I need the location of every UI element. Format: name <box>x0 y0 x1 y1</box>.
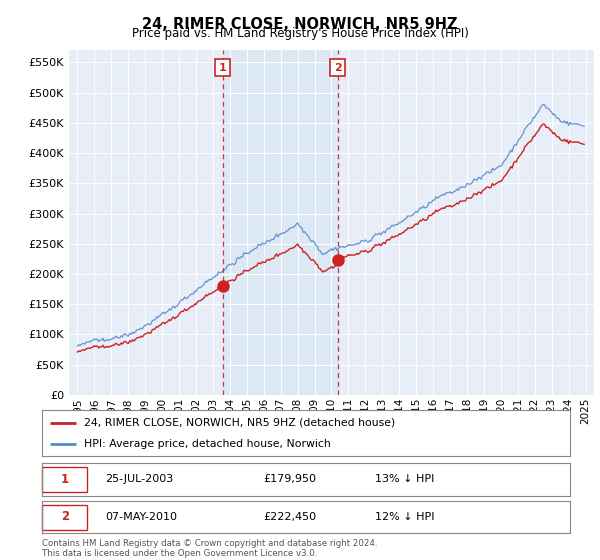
Text: 25-JUL-2003: 25-JUL-2003 <box>106 474 173 484</box>
Text: 2: 2 <box>334 63 341 73</box>
Text: £179,950: £179,950 <box>264 474 317 484</box>
Text: 13% ↓ HPI: 13% ↓ HPI <box>374 474 434 484</box>
Text: 24, RIMER CLOSE, NORWICH, NR5 9HZ (detached house): 24, RIMER CLOSE, NORWICH, NR5 9HZ (detac… <box>84 418 395 428</box>
Text: £222,450: £222,450 <box>264 512 317 522</box>
Text: 1: 1 <box>61 473 69 486</box>
Bar <box>223 50 338 395</box>
Text: HPI: Average price, detached house, Norwich: HPI: Average price, detached house, Norw… <box>84 439 331 449</box>
Text: 2: 2 <box>61 510 69 524</box>
Text: 24, RIMER CLOSE, NORWICH, NR5 9HZ: 24, RIMER CLOSE, NORWICH, NR5 9HZ <box>142 17 458 32</box>
Text: Contains HM Land Registry data © Crown copyright and database right 2024.
This d: Contains HM Land Registry data © Crown c… <box>42 539 377 558</box>
Text: 1: 1 <box>219 63 226 73</box>
Text: 07-MAY-2010: 07-MAY-2010 <box>106 512 178 522</box>
Text: Price paid vs. HM Land Registry's House Price Index (HPI): Price paid vs. HM Land Registry's House … <box>131 27 469 40</box>
FancyBboxPatch shape <box>42 467 87 492</box>
Text: 12% ↓ HPI: 12% ↓ HPI <box>374 512 434 522</box>
FancyBboxPatch shape <box>42 505 87 530</box>
